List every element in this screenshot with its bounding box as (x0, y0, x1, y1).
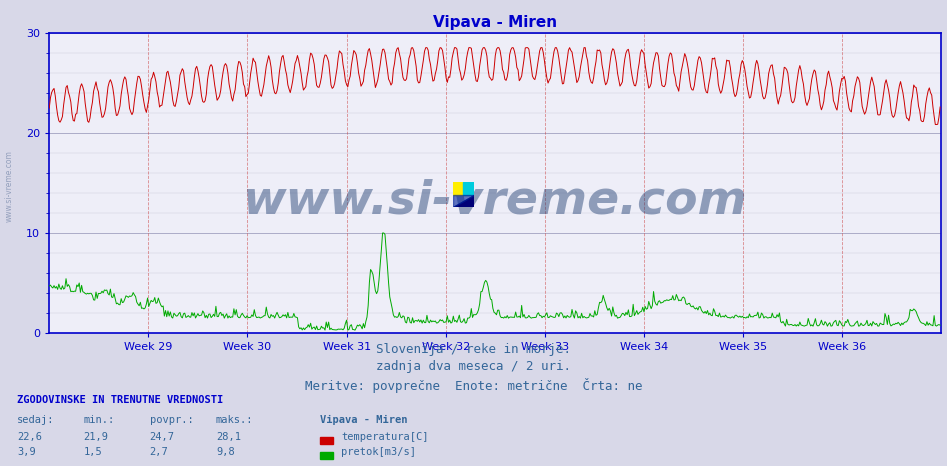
Text: 22,6: 22,6 (17, 432, 42, 442)
Text: 2,7: 2,7 (150, 447, 169, 457)
Bar (463, 182, 474, 194)
Text: Slovenija / reke in morje.: Slovenija / reke in morje. (376, 343, 571, 356)
Text: Meritve: povprečne  Enote: metrične  Črta: ne: Meritve: povprečne Enote: metrične Črta:… (305, 378, 642, 393)
Text: 1,5: 1,5 (83, 447, 102, 457)
Text: Vipava - Miren: Vipava - Miren (320, 415, 407, 425)
Polygon shape (453, 194, 474, 207)
Text: 28,1: 28,1 (216, 432, 241, 442)
Text: 9,8: 9,8 (216, 447, 235, 457)
Text: ZGODOVINSKE IN TRENUTNE VREDNOSTI: ZGODOVINSKE IN TRENUTNE VREDNOSTI (17, 395, 223, 405)
Text: sedaj:: sedaj: (17, 415, 55, 425)
Text: min.:: min.: (83, 415, 115, 425)
Text: 24,7: 24,7 (150, 432, 174, 442)
Polygon shape (453, 194, 474, 207)
Title: Vipava - Miren: Vipava - Miren (433, 15, 558, 30)
Text: povpr.:: povpr.: (150, 415, 193, 425)
Text: zadnja dva meseca / 2 uri.: zadnja dva meseca / 2 uri. (376, 360, 571, 373)
Text: pretok[m3/s]: pretok[m3/s] (341, 447, 416, 457)
Text: maks.:: maks.: (216, 415, 254, 425)
Text: www.si-vreme.com: www.si-vreme.com (242, 178, 748, 223)
Text: www.si-vreme.com: www.si-vreme.com (5, 151, 14, 222)
Text: temperatura[C]: temperatura[C] (341, 432, 428, 442)
Text: 21,9: 21,9 (83, 432, 108, 442)
Text: 3,9: 3,9 (17, 447, 36, 457)
Bar (453, 182, 463, 194)
